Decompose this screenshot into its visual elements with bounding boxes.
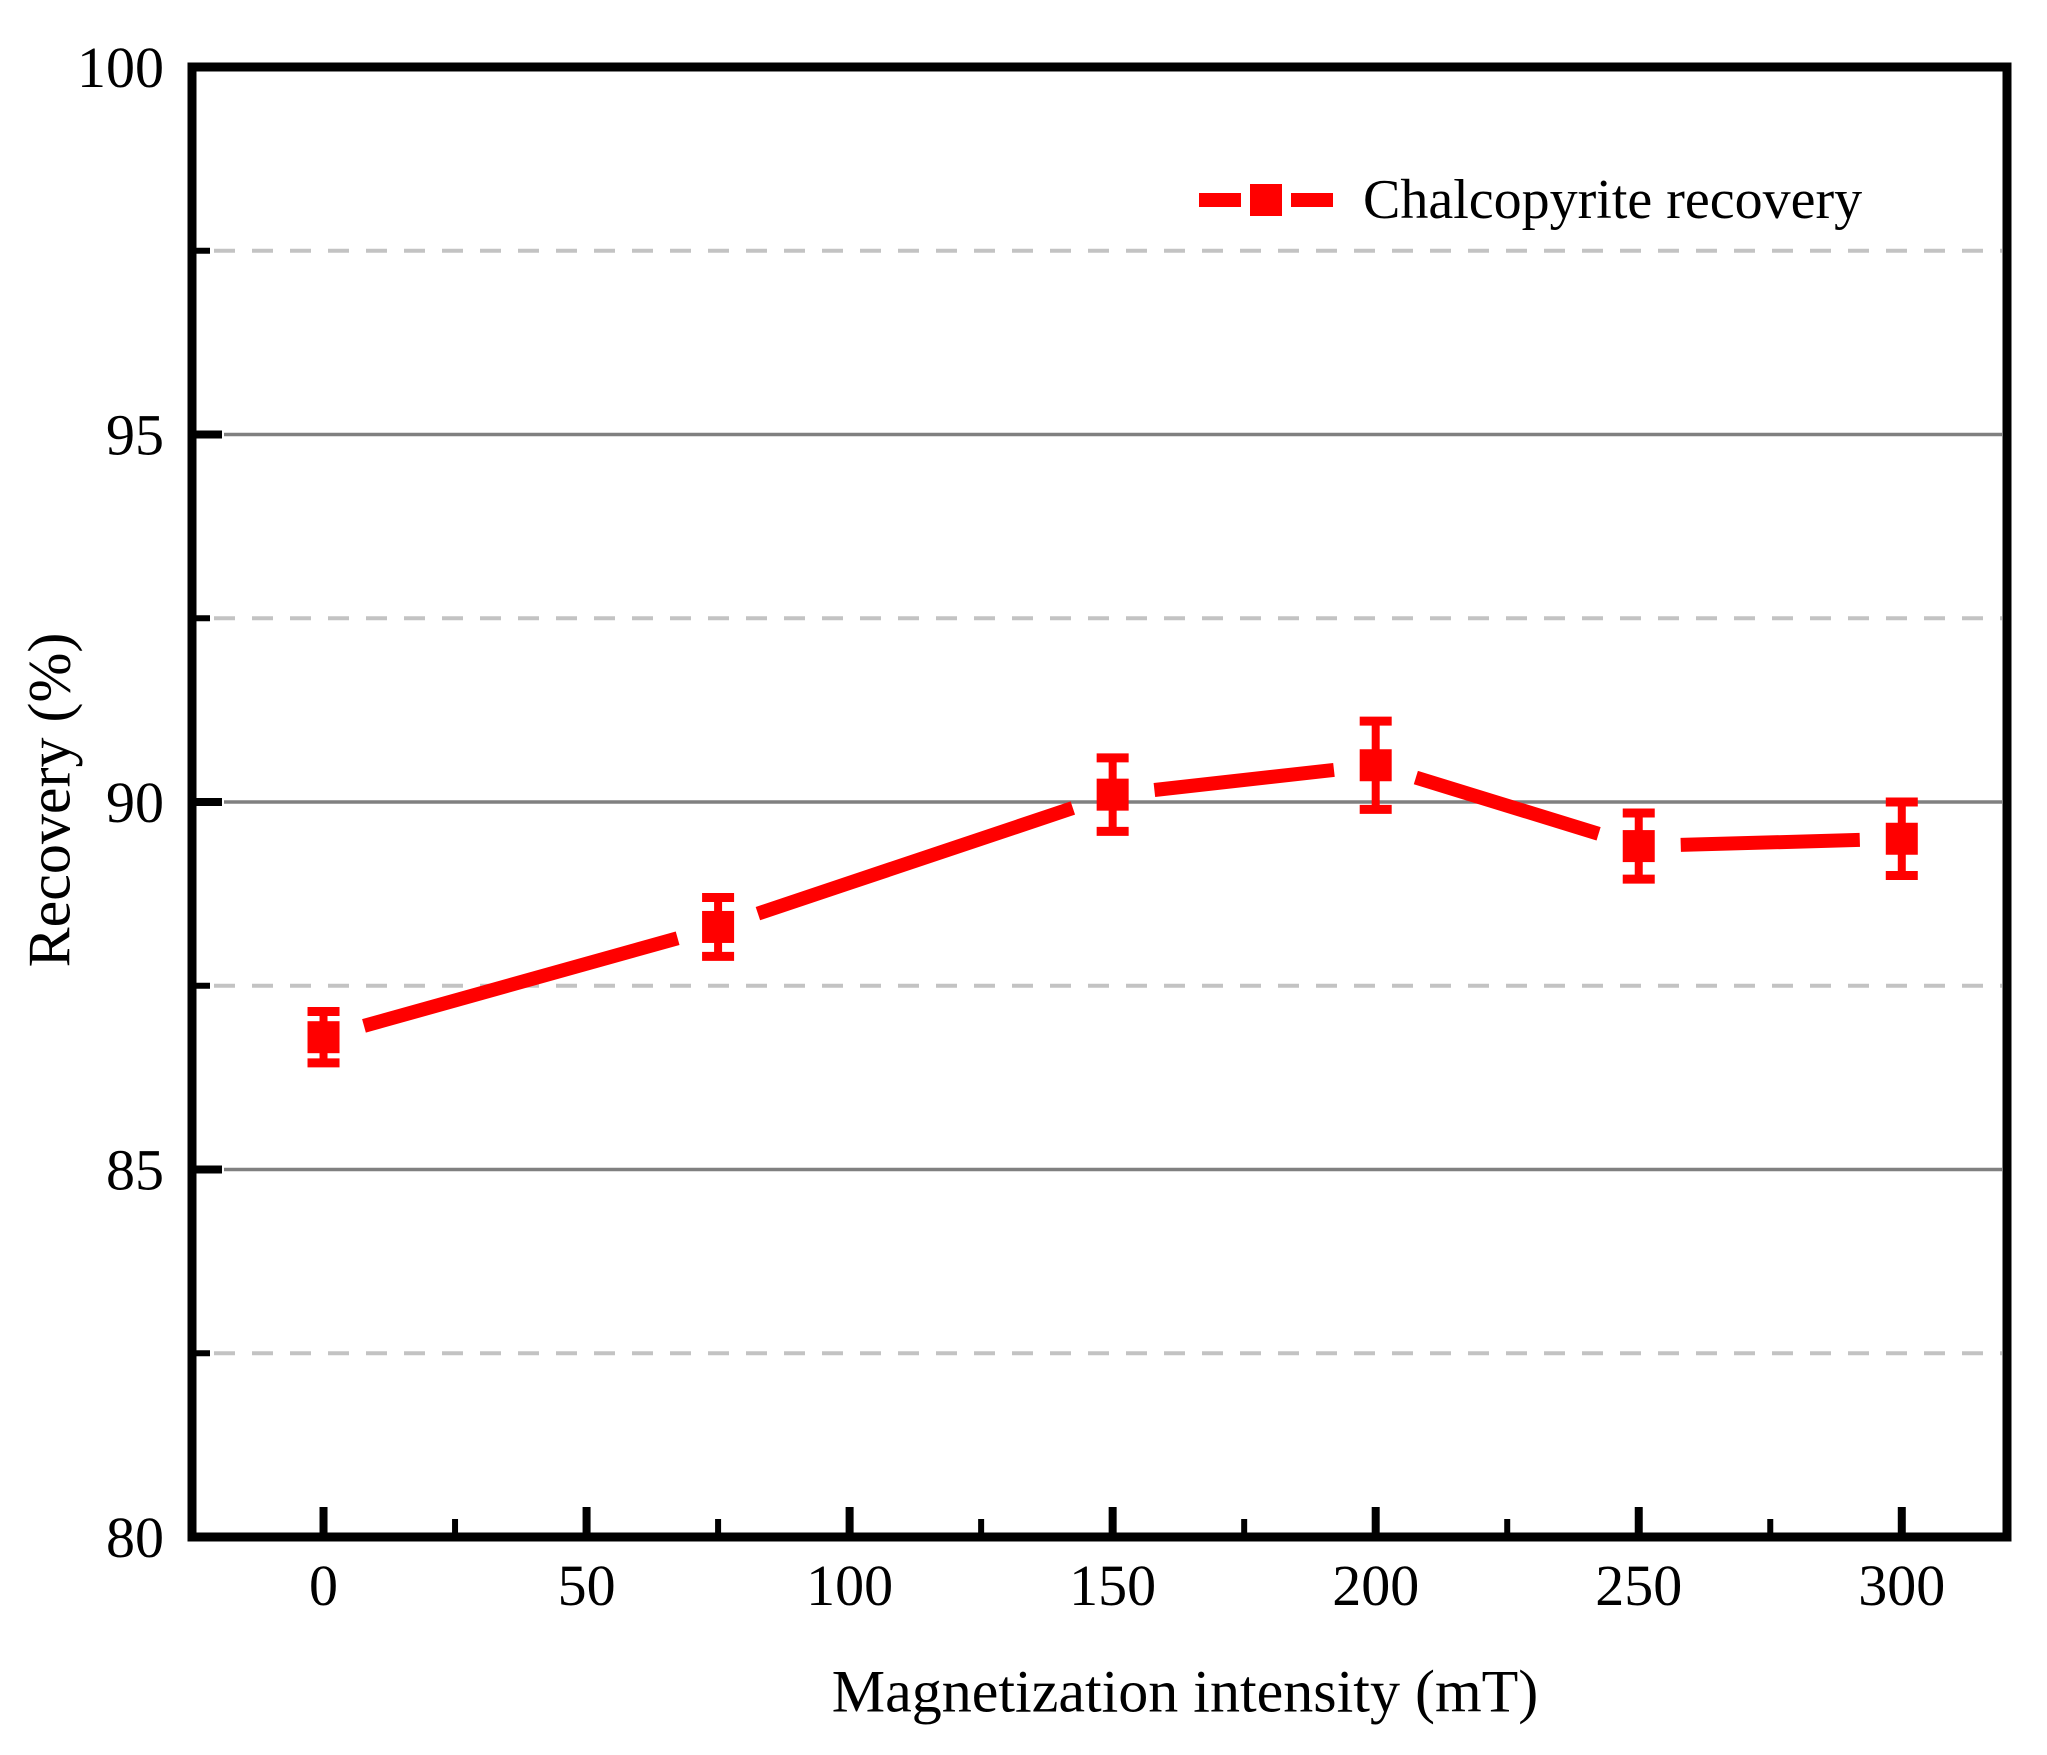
y-tick-label: 90 <box>106 770 164 835</box>
y-tick-label: 95 <box>106 403 164 468</box>
y-axis-title: Recovery (%) <box>16 632 83 968</box>
x-tick-label: 250 <box>1595 1553 1682 1618</box>
data-point-marker <box>1096 778 1129 811</box>
axis-ticks <box>192 63 1906 1541</box>
data-point-marker <box>1885 822 1918 855</box>
legend-label: Chalcopyrite recovery <box>1363 169 1863 231</box>
data-point-marker <box>1622 830 1655 863</box>
legend-dash-icon <box>1291 193 1333 207</box>
legend: Chalcopyrite recovery <box>1199 168 1862 232</box>
x-tick-label: 200 <box>1332 1553 1419 1618</box>
y-tick-label: 80 <box>106 1505 164 1570</box>
y-tick-label: 85 <box>106 1138 164 1203</box>
data-point-marker <box>1359 749 1392 782</box>
data-point-marker <box>702 910 735 943</box>
x-tick-label: 100 <box>806 1553 893 1618</box>
data-point-marker <box>307 1021 340 1054</box>
series-markers <box>307 749 1918 1054</box>
x-tick-label: 300 <box>1858 1553 1945 1618</box>
series-line <box>362 762 1860 1033</box>
x-tick-label: 150 <box>1069 1553 1156 1618</box>
gridlines-minor <box>214 248 2002 1356</box>
x-tick-labels: 0 50 100 150 200 250 300 <box>309 1553 1945 1618</box>
legend-dash-icon <box>1199 193 1241 207</box>
legend-line-marker-icon <box>1199 184 1333 216</box>
x-axis-title: Magnetization intensity (mT) <box>831 1658 1539 1725</box>
x-tick-label: 0 <box>309 1553 338 1618</box>
y-tick-labels: 80 85 90 95 100 <box>77 35 164 1570</box>
legend-square-marker-icon <box>1250 184 1282 216</box>
y-tick-label: 100 <box>77 35 164 100</box>
x-tick-label: 50 <box>558 1553 616 1618</box>
error-bars <box>307 716 1918 1068</box>
